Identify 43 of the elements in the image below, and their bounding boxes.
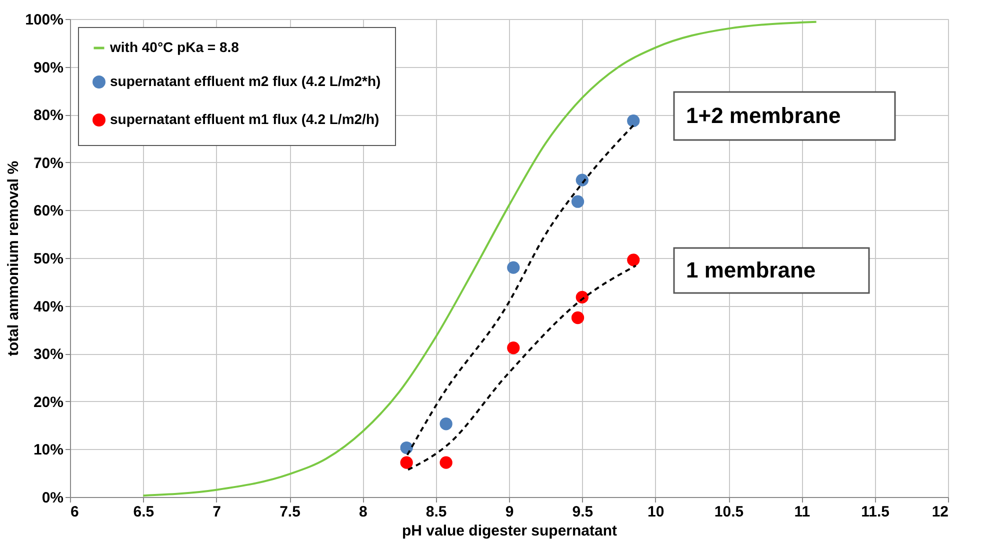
point <box>571 195 584 208</box>
y-tick-label: 20% <box>33 394 64 411</box>
legend-label: supernatant effluent m1 flux (4.2 L/m2/h) <box>110 111 380 127</box>
point <box>627 254 640 266</box>
x-tick-label: 6 <box>70 504 79 520</box>
point <box>571 311 584 324</box>
point <box>576 174 588 186</box>
point <box>400 441 413 454</box>
y-tick-label: 30% <box>33 346 64 364</box>
x-tick-label: 10 <box>647 504 664 520</box>
x-tick-label: 9.5 <box>572 504 594 520</box>
x-axis-title: pH value digester supernatant <box>402 522 618 540</box>
x-tick-label: 11 <box>794 504 810 520</box>
y-tick-label: 70% <box>33 154 64 172</box>
point <box>440 418 452 430</box>
legend-label: with 40°C pKa = 8.8 <box>109 39 240 55</box>
point <box>440 456 452 469</box>
y-tick-label: 90% <box>33 59 64 76</box>
point <box>507 342 520 354</box>
x-tick-label: 12 <box>932 504 948 520</box>
x-tick-label: 11.5 <box>861 504 890 520</box>
y-axis-title: total ammonium removal % <box>5 160 22 356</box>
x-tick-label: 8 <box>358 504 368 520</box>
y-tick-label: 50% <box>33 250 64 268</box>
y-tick-label: 80% <box>33 107 64 124</box>
x-tick-label: 8.5 <box>426 504 447 520</box>
point <box>400 456 413 469</box>
y-tick-label: 40% <box>33 298 64 316</box>
x-tick-label: 10.5 <box>714 504 744 520</box>
x-tick-label: 6.5 <box>133 504 154 520</box>
y-tick-label: 0% <box>42 490 64 506</box>
y-tick-label: 10% <box>33 442 64 459</box>
y-tick-label: 60% <box>33 202 64 220</box>
annotation: 1 membrane <box>686 258 816 282</box>
point <box>507 261 520 274</box>
annotation: 1+2 membrane <box>686 103 841 128</box>
point <box>576 290 588 304</box>
point <box>627 114 640 128</box>
x-tick-label: 7.5 <box>280 504 300 520</box>
y-tick-label: 100% <box>25 12 64 28</box>
x-tick-label: 7 <box>212 504 222 520</box>
x-tick-label: 9 <box>505 504 514 520</box>
legend-label: supernatant effluent m2 flux (4.2 L/m2*h) <box>110 73 381 89</box>
